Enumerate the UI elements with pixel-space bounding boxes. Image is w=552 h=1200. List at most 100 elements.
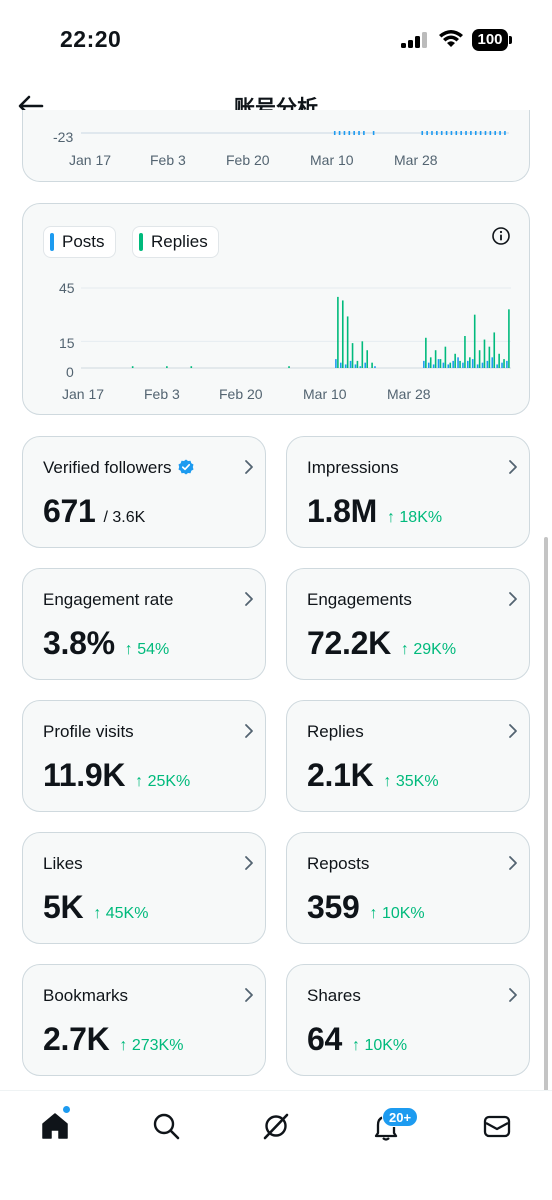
chevron-right-icon — [509, 856, 517, 870]
stat-value: 2.7K — [43, 1021, 110, 1057]
bar-posts — [452, 360, 454, 368]
bar-replies — [483, 339, 486, 368]
chart-top-bar — [363, 131, 365, 135]
chart-top-x-tick: Feb 20 — [226, 152, 270, 168]
chart-top-bars — [81, 131, 509, 135]
chart-top-y-tick: -23 — [53, 129, 74, 145]
x-tick-label: Feb 3 — [144, 386, 180, 402]
battery-level: 100 — [472, 29, 508, 51]
stat-card-engagement-rate[interactable]: Engagement rate 3.8% ↑ 54% — [22, 568, 266, 680]
posts-replies-chart-card: Posts Replies 45 15 0 Jan 17 Feb 3 Feb 2… — [22, 203, 530, 415]
bar-posts — [486, 360, 489, 368]
chart-top-bar — [494, 131, 497, 135]
chevron-right-icon — [509, 724, 517, 738]
chart-top-bar — [358, 131, 360, 135]
bar-posts — [423, 360, 425, 368]
chevron-right-icon — [245, 592, 253, 606]
chart-top-bar — [421, 131, 424, 135]
y-tick-label: 45 — [59, 280, 75, 296]
legend-posts[interactable]: Posts — [43, 226, 116, 258]
stat-card-likes[interactable]: Likes 5K ↑ 45K% — [22, 832, 266, 944]
bar-replies — [439, 359, 442, 368]
scrollbar[interactable] — [544, 537, 548, 1092]
bar-posts — [447, 364, 450, 368]
bar-replies — [498, 353, 500, 368]
bar-posts — [471, 359, 474, 368]
stat-change: ↑ 35K% — [383, 773, 439, 790]
bar-replies — [488, 346, 491, 368]
stat-label: Impressions — [307, 458, 399, 477]
bar-replies — [493, 332, 496, 368]
chevron-right-icon — [509, 988, 517, 1002]
bar-posts — [491, 357, 494, 368]
bar-replies — [341, 300, 344, 368]
stat-card-bookmarks[interactable]: Bookmarks 2.7K ↑ 273K% — [22, 964, 266, 1076]
stat-label: Replies — [307, 722, 364, 741]
stat-label: Engagements — [307, 590, 412, 609]
stat-value: 11.9K — [43, 757, 126, 793]
chevron-right-icon — [245, 856, 253, 870]
bar-posts — [437, 359, 440, 368]
net-followers-chart-card: -23 Jan 17 Feb 3 Feb 20 Mar 10 Mar 28 — [22, 110, 530, 182]
stat-card-verified-followers[interactable]: Verified followers 671 / 3.6K — [22, 436, 266, 548]
bar-replies — [166, 366, 168, 368]
stat-value: 3.8% — [43, 625, 115, 661]
stat-card-shares[interactable]: Shares 64 ↑ 10K% — [286, 964, 530, 1076]
chart-top-bar — [474, 131, 477, 135]
stat-total: / 3.6K — [103, 509, 146, 526]
grok-icon[interactable] — [261, 1111, 291, 1141]
bar-posts — [354, 364, 357, 368]
chart-top-bar — [440, 131, 443, 135]
home-unread-dot — [62, 1105, 71, 1114]
legend-posts-label: Posts — [62, 232, 105, 251]
bar-posts — [364, 362, 367, 368]
chart-top-bar — [479, 131, 482, 135]
messages-icon[interactable] — [482, 1111, 512, 1141]
search-icon[interactable] — [151, 1111, 181, 1141]
bar-replies — [459, 360, 461, 368]
bar-replies — [444, 346, 447, 368]
chart-top-bar — [436, 131, 438, 135]
chart-top-bar — [455, 131, 458, 135]
bar-posts — [481, 362, 484, 368]
stat-card-impressions[interactable]: Impressions 1.8M ↑ 18K% — [286, 436, 530, 548]
stat-card-reposts[interactable]: Reposts 359 ↑ 10K% — [286, 832, 530, 944]
stat-card-replies[interactable]: Replies 2.1K ↑ 35K% — [286, 700, 530, 812]
bar-replies — [366, 350, 369, 368]
stat-card-engagements[interactable]: Engagements 72.2K ↑ 29K% — [286, 568, 530, 680]
bar-replies — [449, 362, 452, 368]
bar-replies — [478, 350, 481, 368]
verified-badge-icon — [178, 459, 194, 475]
stat-change: ↑ 54% — [124, 641, 170, 658]
stat-change: ↑ 25K% — [135, 773, 191, 790]
bar-replies — [464, 336, 466, 368]
bar-posts — [344, 364, 347, 368]
bar-posts — [359, 366, 362, 368]
bar-replies — [454, 353, 456, 368]
stat-change: ↑ 18K% — [386, 509, 443, 526]
home-icon[interactable] — [40, 1111, 70, 1141]
chart-top-bar — [343, 131, 346, 135]
chart-top-bar — [338, 131, 341, 135]
bar-replies — [371, 362, 373, 368]
stat-card-profile-visits[interactable]: Profile visits 11.9K ↑ 25K% — [22, 700, 266, 812]
bar-posts — [427, 362, 430, 368]
stat-label: Reposts — [307, 854, 370, 873]
stat-label: Profile visits — [43, 722, 134, 741]
info-icon[interactable] — [491, 226, 511, 246]
chevron-right-icon — [245, 988, 253, 1002]
stat-value: 359 — [307, 889, 360, 925]
y-tick-label: 0 — [66, 364, 74, 380]
y-tick-label: 15 — [59, 335, 75, 351]
bar-replies — [429, 357, 432, 368]
x-tick-label: Mar 28 — [387, 386, 431, 402]
bar-posts — [339, 362, 342, 368]
legend-replies[interactable]: Replies — [132, 226, 219, 258]
bar-posts — [349, 360, 352, 368]
chart-top-bar — [489, 131, 492, 135]
stat-change: ↑ 45K% — [93, 905, 149, 922]
stat-label: Shares — [307, 986, 361, 1005]
status-bar: 22:20 100 — [0, 0, 552, 80]
x-tick-label: Jan 17 — [62, 386, 105, 402]
chart-top-bar — [460, 131, 462, 135]
